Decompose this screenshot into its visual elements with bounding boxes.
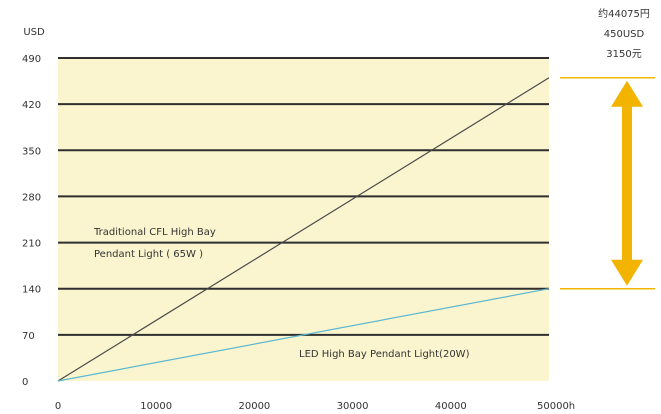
y-tick-label: 280 xyxy=(22,192,41,203)
series-labels: Traditional CFL High Bay Pendant Light ( … xyxy=(93,227,470,360)
y-tick-label: 420 xyxy=(22,100,41,111)
series-line xyxy=(57,288,550,382)
x-tick-label: 0 xyxy=(55,401,61,412)
y-tick-label: 490 xyxy=(22,54,41,65)
annotation-text: 450USD xyxy=(604,29,645,40)
y-tick-label: 350 xyxy=(22,146,41,157)
series-lines xyxy=(57,77,550,382)
difference-annotation: 约44075円 450USD 3150元 xyxy=(560,7,655,290)
x-axis-ticks: 0 10000 20000 30000 40000 50000h xyxy=(55,401,575,412)
y-tick-label: 140 xyxy=(22,285,41,296)
x-tick-label: 50000h xyxy=(537,401,575,412)
y-tick-label: 0 xyxy=(22,377,28,388)
annotation-text: 约44075円 xyxy=(598,7,650,20)
double-arrow-icon xyxy=(611,80,643,286)
series-label-cfl: Traditional CFL High Bay Pendant Light ( … xyxy=(93,227,216,260)
y-tick-label: 210 xyxy=(22,239,41,250)
y-tick-label: 70 xyxy=(22,331,35,342)
x-tick-label: 20000 xyxy=(238,401,270,412)
series-line xyxy=(57,77,550,382)
annotation-text: 3150元 xyxy=(606,49,641,60)
x-tick-label: 30000 xyxy=(337,401,369,412)
x-tick-label: 10000 xyxy=(140,401,172,412)
gridlines xyxy=(58,57,549,336)
y-axis-label: USD xyxy=(23,27,45,38)
plot-background xyxy=(58,58,549,381)
x-tick-label: 40000 xyxy=(435,401,467,412)
series-label-led: LED High Bay Pendant Light(20W) xyxy=(299,349,470,360)
y-axis-ticks: 0 70 140 210 280 350 420 490 xyxy=(22,54,41,388)
